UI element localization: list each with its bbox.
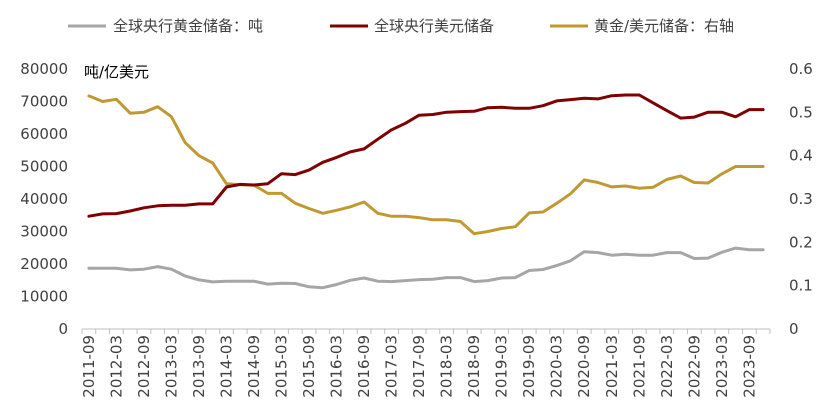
series-line-0: [87, 246, 765, 290]
left-tick-label: 50000: [20, 158, 68, 176]
x-tick-label: 2015-03: [273, 335, 291, 398]
legend-label-gold-usd-ratio: 黄金/美元储备：右轴: [594, 17, 734, 35]
x-tick-label: 2016-03: [328, 335, 346, 398]
x-tick-label: 2014-03: [217, 335, 235, 398]
series-line-1: [87, 93, 765, 218]
legend-label-gold-reserve: 全球央行黄金储备：吨: [113, 17, 263, 35]
left-tick-label: 10000: [20, 288, 68, 306]
x-tick-label: 2013-09: [190, 335, 208, 398]
x-tick-label: 2012-09: [135, 335, 153, 398]
left-axis: 0 10000 20000 30000 40000 50000 60000 70000 8000…: [20, 60, 68, 338]
legend: 全球央行黄金储备：吨 全球央行美元储备 黄金/美元储备：右轴: [68, 17, 734, 35]
x-tick-label: 2023-03: [713, 335, 731, 398]
x-tick-label: 2012-03: [107, 335, 125, 398]
x-tick-label: 2019-09: [520, 335, 538, 398]
right-tick-label: 0: [789, 320, 799, 338]
legend-label-usd-reserve: 全球央行美元储备: [374, 17, 494, 35]
right-axis: 0 0.1 0.2 0.3 0.4 0.5 0.6: [789, 60, 813, 338]
x-tick-label: 2020-03: [548, 335, 566, 398]
left-tick-label: 30000: [20, 223, 68, 241]
left-tick-label: 60000: [20, 125, 68, 143]
x-tick-label: 2018-09: [465, 335, 483, 398]
x-tick-label: 2017-03: [383, 335, 401, 398]
x-tick-label: 2022-03: [658, 335, 676, 398]
left-tick-label: 80000: [20, 60, 68, 78]
right-tick-label: 0.1: [789, 277, 813, 295]
series-layer: [87, 93, 765, 290]
x-axis: 2011-09 2012-03 2012-09 2013-03 2013-09 2014-…: [80, 328, 771, 398]
x-tick-label: 2019-03: [493, 335, 511, 398]
x-tick-label: 2013-03: [162, 335, 180, 398]
series-line-2: [87, 94, 765, 236]
right-tick-label: 0.4: [789, 147, 813, 165]
x-tick-label: 2016-09: [355, 335, 373, 398]
right-tick-label: 0.2: [789, 233, 813, 251]
x-tick-label: 2011-09: [80, 335, 98, 398]
right-tick-label: 0.5: [789, 103, 813, 121]
x-tick-label: 2014-09: [245, 335, 263, 398]
x-tick-label: 2021-03: [603, 335, 621, 398]
left-tick-label: 20000: [20, 255, 68, 273]
x-tick-label: 2022-09: [685, 335, 703, 398]
x-tick-label: 2015-09: [300, 335, 318, 398]
left-tick-label: 0: [58, 320, 68, 338]
left-axis-unit-label: 吨/亿美元: [84, 63, 149, 81]
x-tick-label: 2017-09: [410, 335, 428, 398]
x-tick-label: 2018-03: [438, 335, 456, 398]
right-tick-label: 0.3: [789, 190, 813, 208]
x-tick-label: 2020-09: [575, 335, 593, 398]
right-tick-label: 0.6: [789, 60, 813, 78]
x-tick-label: 2021-09: [630, 335, 648, 398]
x-tick-label: 2023-09: [740, 335, 758, 398]
left-tick-label: 40000: [20, 190, 68, 208]
left-tick-label: 70000: [20, 93, 68, 111]
